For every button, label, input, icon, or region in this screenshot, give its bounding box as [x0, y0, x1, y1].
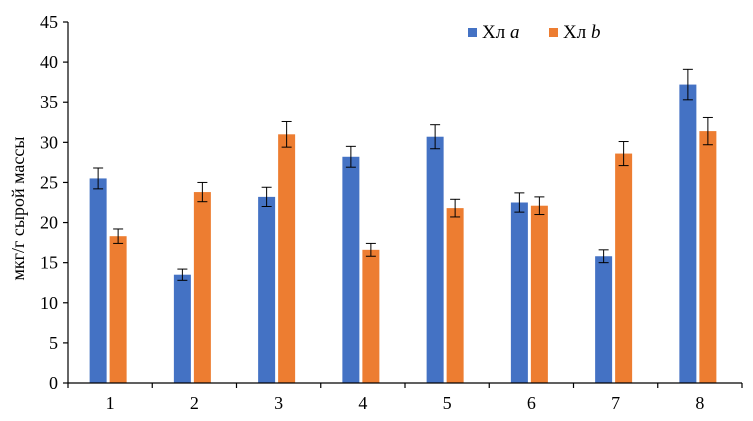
error-bar-b-2 [197, 181, 208, 203]
legend-item-a: Хл a [468, 22, 519, 43]
bar-b-3 [278, 134, 296, 383]
legend-item-b: Хл b [549, 22, 600, 43]
bar-a-6 [510, 202, 528, 383]
error-bar-a-7 [598, 249, 609, 264]
bar-b-8 [699, 131, 717, 383]
x-tick-label: 3 [274, 393, 283, 413]
bar-a-2 [173, 274, 191, 383]
bar-a-7 [595, 256, 613, 383]
y-tick-label: 45 [40, 12, 58, 32]
bar-a-1 [89, 178, 107, 383]
error-bar-a-2 [177, 268, 188, 281]
bar-b-4 [362, 249, 380, 383]
bar-a-3 [258, 196, 276, 383]
x-tick-label: 4 [358, 393, 367, 413]
error-bar-a-1 [93, 167, 104, 190]
y-tick-label: 20 [40, 213, 58, 233]
error-bar-a-5 [430, 124, 441, 150]
bar-b-6 [530, 205, 548, 383]
y-tick-label: 15 [40, 253, 58, 273]
error-bar-b-3 [281, 120, 292, 148]
bar-a-5 [426, 136, 444, 383]
x-axis-ticks: 1 2 3 4 5 6 7 8 [67, 383, 743, 413]
legend: Хл a Хл b [468, 22, 600, 43]
error-bar-b-7 [618, 141, 629, 167]
bar-a-8 [679, 84, 697, 383]
x-tick-label: 8 [695, 393, 704, 413]
error-bar-a-4 [345, 145, 356, 168]
y-tick-label: 35 [40, 92, 58, 112]
x-tick-label: 7 [611, 393, 620, 413]
error-bars [93, 68, 713, 281]
y-tick-label: 5 [49, 333, 58, 353]
y-tick-label: 30 [40, 132, 58, 152]
legend-label: Хл b [563, 22, 600, 43]
bar-b-5 [446, 208, 464, 383]
error-bar-a-6 [514, 192, 525, 213]
error-bar-a-8 [682, 68, 693, 101]
x-tick-label: 6 [527, 393, 536, 413]
y-axis-title: мкг/г сырой массы [8, 137, 28, 281]
x-tick-label: 1 [106, 393, 115, 413]
error-bar-b-8 [702, 116, 713, 146]
x-tick-label: 2 [190, 393, 199, 413]
legend-label: Хл a [482, 22, 519, 43]
y-tick-label: 40 [40, 52, 58, 72]
y-tick-label: 0 [49, 373, 58, 393]
error-bar-b-4 [365, 242, 376, 257]
error-bar-a-3 [261, 186, 272, 208]
y-tick-label: 25 [40, 172, 58, 192]
legend-swatch [468, 28, 477, 37]
x-tick-label: 5 [443, 393, 452, 413]
bar-b-2 [193, 192, 211, 383]
bar-b-1 [109, 236, 127, 383]
y-tick-label: 10 [40, 293, 58, 313]
legend-swatch [549, 28, 558, 37]
error-bar-b-6 [534, 196, 545, 216]
bar-a-4 [342, 156, 360, 383]
y-axis-ticks: 0 5 10 15 20 25 30 35 40 45 [40, 12, 68, 393]
bar-b-7 [615, 153, 633, 383]
bars [89, 84, 717, 383]
error-bar-b-1 [113, 228, 124, 244]
error-bar-b-5 [450, 198, 461, 218]
